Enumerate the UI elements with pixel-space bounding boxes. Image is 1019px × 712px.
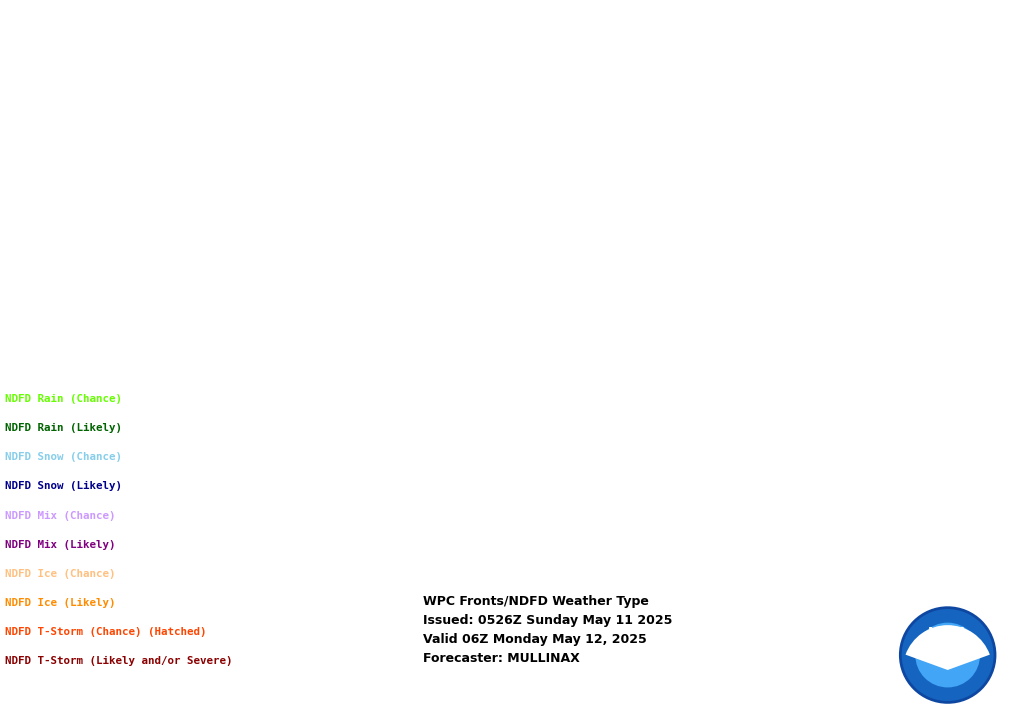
Text: NDFD Snow (Likely): NDFD Snow (Likely) xyxy=(5,481,122,491)
Wedge shape xyxy=(906,625,989,670)
Circle shape xyxy=(915,622,980,688)
Text: NDFD Snow (Chance): NDFD Snow (Chance) xyxy=(5,452,122,462)
Text: WPC Fronts/NDFD Weather Type
Issued: 0526Z Sunday May 11 2025
Valid 06Z Monday M: WPC Fronts/NDFD Weather Type Issued: 052… xyxy=(423,595,673,665)
Text: NDFD T-Storm (Chance) (Hatched): NDFD T-Storm (Chance) (Hatched) xyxy=(5,627,207,637)
Circle shape xyxy=(901,608,995,702)
Text: NDFD Rain (Chance): NDFD Rain (Chance) xyxy=(5,394,122,404)
Text: NDFD Ice (Chance): NDFD Ice (Chance) xyxy=(5,569,115,579)
Text: NDFD Rain (Likely): NDFD Rain (Likely) xyxy=(5,423,122,433)
Text: NDFD Ice (Likely): NDFD Ice (Likely) xyxy=(5,598,115,608)
Text: NDFD T-Storm (Likely and/or Severe): NDFD T-Storm (Likely and/or Severe) xyxy=(5,656,232,666)
Text: NOAA: NOAA xyxy=(927,626,968,639)
Text: NDFD Mix (Chance): NDFD Mix (Chance) xyxy=(5,511,115,520)
Text: NDFD Mix (Likely): NDFD Mix (Likely) xyxy=(5,540,115,550)
